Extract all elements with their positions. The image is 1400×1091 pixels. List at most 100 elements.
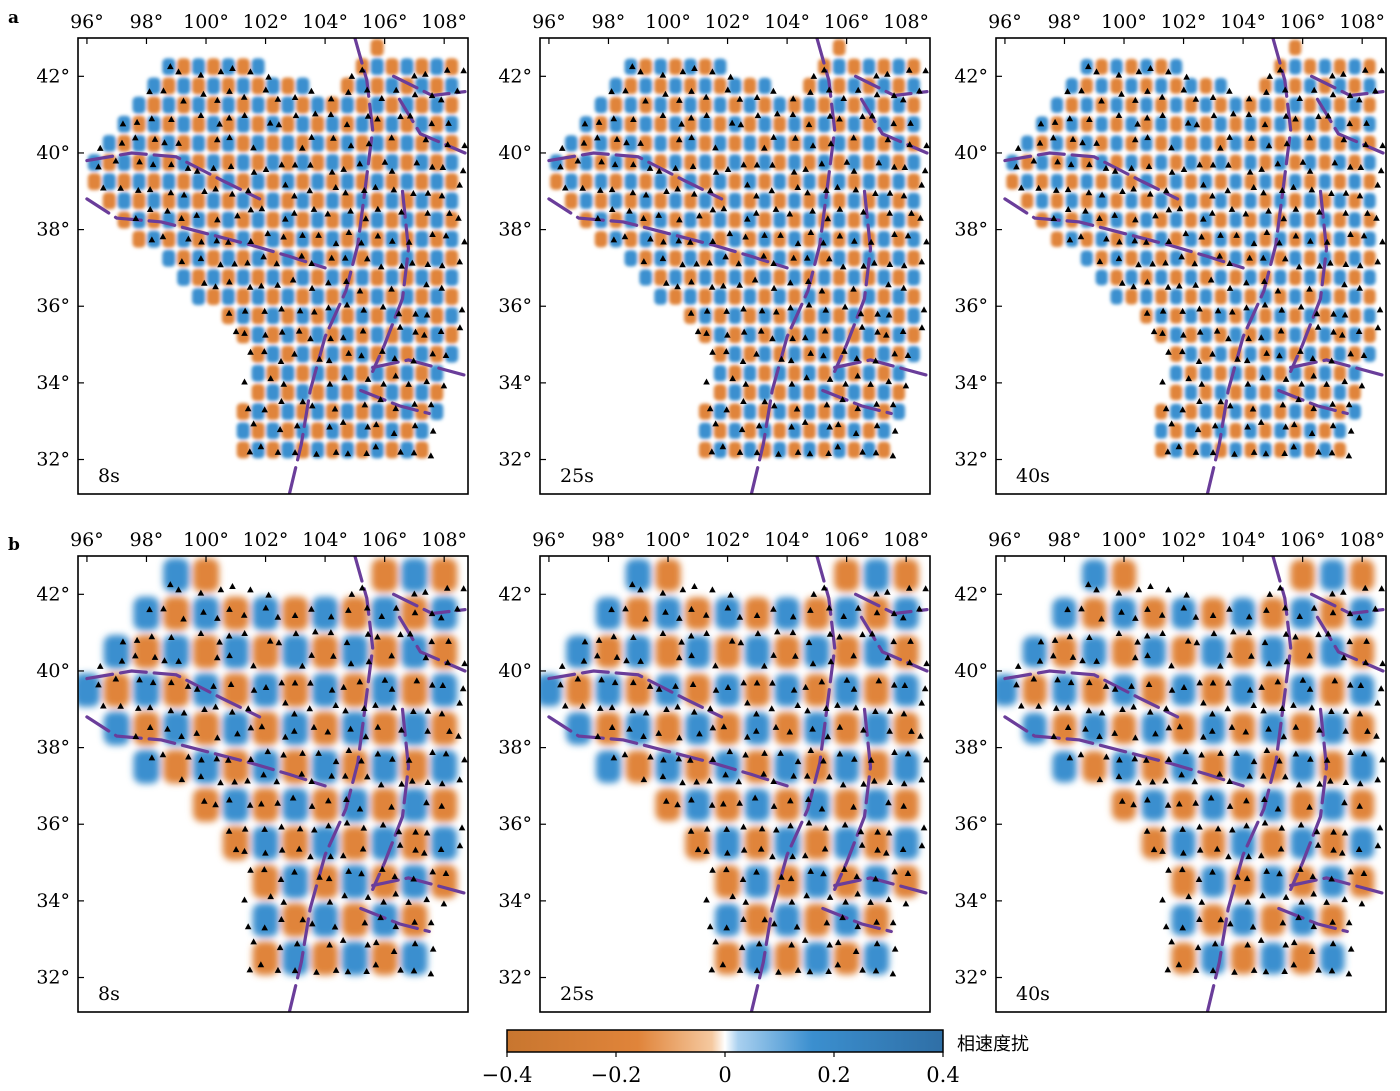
station-marker xyxy=(1067,161,1075,168)
station-marker xyxy=(1064,606,1071,613)
station-marker xyxy=(1250,701,1258,708)
latitude-tick-label: 40° xyxy=(954,142,988,164)
station-marker xyxy=(1128,164,1135,171)
station-marker xyxy=(1362,141,1370,148)
station-marker xyxy=(872,875,879,882)
station-marker xyxy=(411,918,418,925)
station-marker xyxy=(437,614,445,621)
panel-frame xyxy=(77,555,469,1013)
station-marker xyxy=(363,604,371,611)
station-marker xyxy=(1131,654,1139,661)
station-marker xyxy=(1265,660,1273,667)
negative-anomaly-cell xyxy=(1095,97,1108,113)
negative-anomaly-cell xyxy=(147,173,161,191)
station-marker xyxy=(820,584,828,591)
station-marker xyxy=(460,67,467,74)
station-marker xyxy=(1228,205,1236,212)
positive-anomaly-cell xyxy=(415,77,429,95)
station-marker xyxy=(850,134,857,141)
positive-anomaly-cell xyxy=(1303,422,1317,439)
negative-anomaly-cell xyxy=(713,77,727,95)
latitude-tick-label: 34° xyxy=(498,890,532,912)
station-marker xyxy=(345,349,352,356)
station-marker xyxy=(1142,238,1150,245)
station-marker xyxy=(119,638,127,645)
positive-anomaly-cell xyxy=(445,307,459,325)
positive-anomaly-cell xyxy=(594,173,608,190)
station-marker xyxy=(1198,380,1206,387)
station-marker xyxy=(1116,756,1123,763)
positive-anomaly-cell xyxy=(370,403,384,421)
station-marker xyxy=(315,749,322,756)
negative-anomaly-cell xyxy=(758,211,772,229)
positive-anomaly-cell xyxy=(832,58,846,75)
negative-anomaly-cell xyxy=(192,269,206,286)
station-marker xyxy=(454,605,461,612)
negative-anomaly-cell xyxy=(355,364,369,382)
station-marker xyxy=(1096,258,1104,265)
negative-anomaly-cell xyxy=(1274,250,1287,267)
negative-anomaly-cell xyxy=(1171,712,1196,745)
station-marker xyxy=(374,115,381,122)
positive-anomaly-cell xyxy=(1184,346,1198,362)
positive-anomaly-cell xyxy=(774,673,800,707)
station-marker xyxy=(738,426,746,433)
station-marker xyxy=(225,827,233,834)
negative-anomaly-cell xyxy=(1125,288,1138,305)
station-marker xyxy=(278,915,285,922)
fault-line xyxy=(833,189,873,373)
station-marker xyxy=(345,88,352,95)
station-marker xyxy=(805,819,813,826)
station-marker xyxy=(374,633,381,640)
negative-anomaly-cell xyxy=(1229,422,1242,439)
negative-anomaly-cell xyxy=(1065,135,1079,152)
positive-anomaly-cell xyxy=(892,403,906,420)
negative-anomaly-cell xyxy=(281,77,295,95)
negative-anomaly-cell xyxy=(281,154,295,171)
station-marker xyxy=(95,681,102,688)
station-marker xyxy=(428,638,436,645)
negative-anomaly-cell xyxy=(714,942,741,975)
station-marker xyxy=(916,87,923,94)
negative-anomaly-cell xyxy=(877,441,891,459)
station-marker xyxy=(1214,307,1222,314)
positive-anomaly-cell xyxy=(877,154,891,171)
station-marker xyxy=(1379,142,1386,149)
positive-anomaly-cell xyxy=(1036,193,1049,209)
station-marker xyxy=(398,208,405,215)
station-marker xyxy=(857,828,865,835)
negative-anomaly-cell xyxy=(385,441,399,459)
negative-anomaly-cell xyxy=(892,384,906,401)
station-marker xyxy=(442,750,450,757)
station-marker xyxy=(1182,230,1190,237)
station-marker xyxy=(821,327,829,334)
positive-anomaly-cell xyxy=(147,115,161,133)
station-marker xyxy=(871,259,878,266)
station-marker xyxy=(244,259,251,266)
positive-anomaly-cell xyxy=(1080,250,1093,267)
station-marker xyxy=(659,773,667,780)
positive-anomaly-cell xyxy=(892,173,906,190)
station-marker xyxy=(1118,279,1126,286)
station-marker xyxy=(854,604,862,611)
station-marker xyxy=(1243,357,1251,364)
station-marker xyxy=(1245,111,1253,118)
station-marker xyxy=(1355,327,1363,334)
station-marker xyxy=(1330,310,1337,317)
station-marker xyxy=(391,355,399,362)
positive-anomaly-cell xyxy=(893,750,919,784)
positive-anomaly-cell xyxy=(1229,97,1242,113)
station-marker xyxy=(719,961,727,968)
station-marker xyxy=(1373,732,1380,739)
station-marker xyxy=(801,936,809,943)
station-marker xyxy=(423,829,431,836)
positive-anomaly-cell xyxy=(863,712,890,745)
positive-anomaly-cell xyxy=(832,326,846,344)
station-marker xyxy=(381,158,389,165)
station-marker xyxy=(307,853,314,860)
negative-anomaly-cell xyxy=(698,403,712,420)
negative-anomaly-cell xyxy=(1201,827,1226,860)
station-marker xyxy=(438,780,446,787)
station-marker xyxy=(413,159,421,166)
